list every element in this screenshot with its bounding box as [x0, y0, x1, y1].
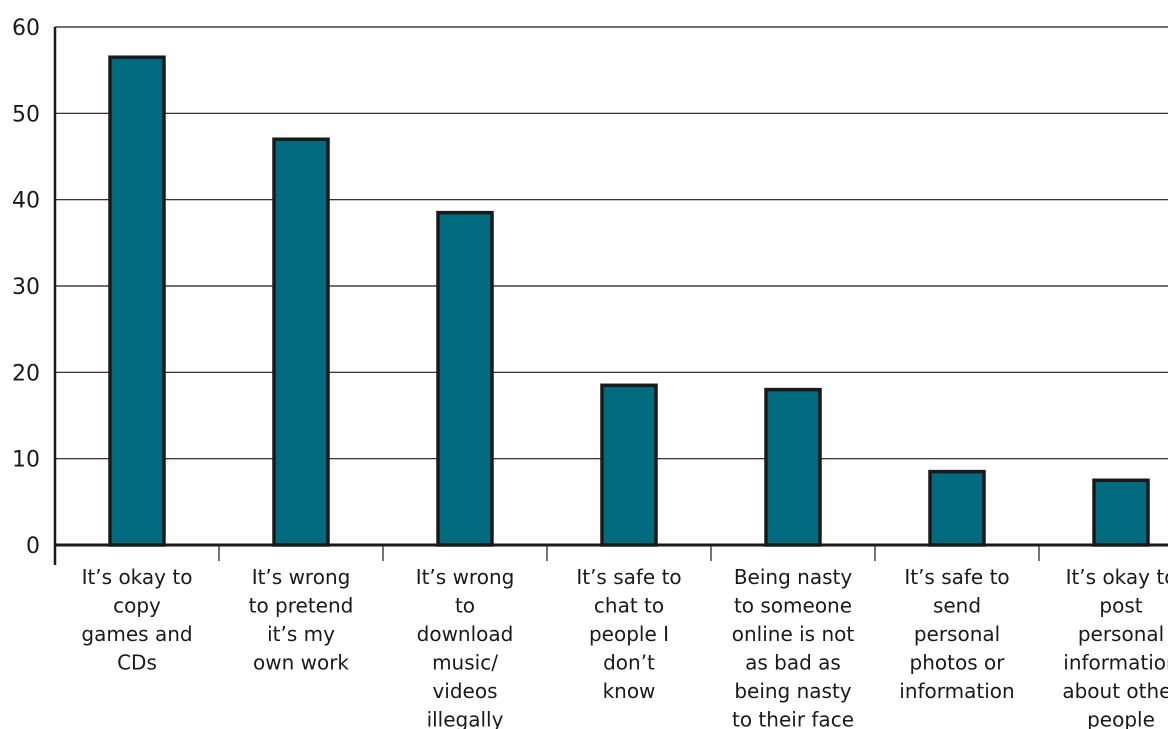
- category-label: It’s okay to copy games and CDs: [81, 565, 192, 675]
- category-label: It’s wrong to pretend it’s my own work: [249, 565, 354, 675]
- y-tick-label: 50: [12, 102, 40, 127]
- bar: [600, 383, 658, 547]
- category-label: It’s safe to send personal photos or informa…: [899, 565, 1014, 703]
- y-tick-label: 30: [12, 275, 40, 300]
- bar: [1092, 478, 1150, 547]
- y-tick-label: 0: [26, 534, 40, 559]
- category-label: Being nasty to someone online is not as bad…: [732, 565, 855, 729]
- bar: [436, 210, 494, 547]
- bar: [272, 137, 330, 547]
- category-label: It’s okay to post personal information about…: [1062, 565, 1168, 729]
- bar: [108, 55, 166, 547]
- bar: [764, 387, 822, 547]
- category-label: It’s wrong to download music/videos illegall…: [416, 565, 515, 729]
- y-tick-label: 10: [12, 448, 40, 473]
- axes: [53, 27, 1168, 565]
- category-labels: It’s okay to copy games and CDs It’s wrong to…: [81, 565, 1168, 729]
- grid-lines: [55, 26, 1168, 460]
- y-tick-label: 40: [12, 189, 40, 214]
- bar: [928, 469, 986, 547]
- y-tick-label: 20: [12, 361, 40, 386]
- y-tick-labels: 0 10 20 30 40 50 60: [12, 16, 40, 559]
- bars: [108, 55, 1150, 547]
- y-tick-label: 60: [12, 16, 40, 41]
